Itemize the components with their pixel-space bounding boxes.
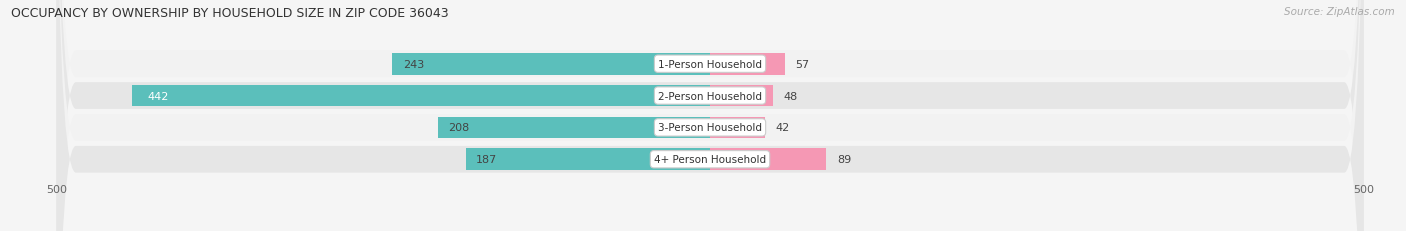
Text: 4+ Person Household: 4+ Person Household xyxy=(654,155,766,164)
Text: 89: 89 xyxy=(837,155,851,164)
Text: Source: ZipAtlas.com: Source: ZipAtlas.com xyxy=(1284,7,1395,17)
Bar xyxy=(710,54,785,75)
Bar xyxy=(465,149,710,170)
FancyBboxPatch shape xyxy=(56,0,1364,231)
Text: 57: 57 xyxy=(794,59,808,69)
Text: 243: 243 xyxy=(402,59,425,69)
Text: 208: 208 xyxy=(449,123,470,133)
Text: OCCUPANCY BY OWNERSHIP BY HOUSEHOLD SIZE IN ZIP CODE 36043: OCCUPANCY BY OWNERSHIP BY HOUSEHOLD SIZE… xyxy=(11,7,449,20)
Text: 1-Person Household: 1-Person Household xyxy=(658,59,762,69)
Text: 42: 42 xyxy=(776,123,790,133)
Text: 442: 442 xyxy=(148,91,169,101)
Bar xyxy=(392,54,710,75)
Text: 48: 48 xyxy=(783,91,797,101)
FancyBboxPatch shape xyxy=(56,0,1364,231)
Bar xyxy=(710,149,827,170)
Text: 3-Person Household: 3-Person Household xyxy=(658,123,762,133)
Bar xyxy=(710,117,765,139)
FancyBboxPatch shape xyxy=(56,0,1364,231)
Text: 187: 187 xyxy=(477,155,498,164)
Bar xyxy=(132,85,710,107)
Bar xyxy=(710,85,773,107)
FancyBboxPatch shape xyxy=(56,0,1364,231)
Text: 2-Person Household: 2-Person Household xyxy=(658,91,762,101)
Bar xyxy=(439,117,710,139)
